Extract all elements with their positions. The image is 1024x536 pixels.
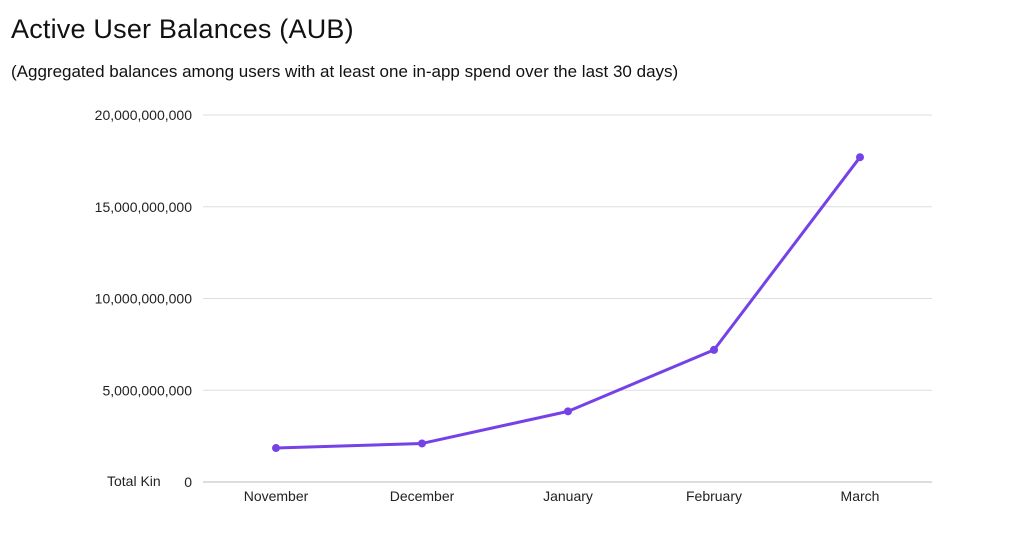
y-tick-label: 20,000,000,000 — [95, 107, 193, 123]
y-axis-unit-label: Total Kin — [107, 473, 161, 489]
data-point — [418, 439, 426, 448]
y-tick-label: 15,000,000,000 — [95, 199, 193, 215]
x-tick-label: November — [244, 488, 309, 504]
data-point — [710, 345, 718, 354]
y-tick-label: 10,000,000,000 — [95, 291, 193, 307]
x-tick-label: January — [543, 488, 593, 504]
x-tick-label: March — [841, 488, 880, 504]
chart-title: Active User Balances (AUB) — [11, 14, 354, 44]
y-tick-label: 5,000,000,000 — [102, 382, 192, 398]
data-point — [272, 444, 280, 453]
data-point — [564, 407, 572, 416]
x-tick-label: December — [390, 488, 455, 504]
data-point — [856, 153, 864, 162]
x-tick-label: February — [686, 488, 742, 504]
chart-subtitle: (Aggregated balances among users with at… — [11, 62, 679, 81]
series-line — [274, 155, 862, 450]
y-tick-label: 0 — [184, 474, 192, 490]
